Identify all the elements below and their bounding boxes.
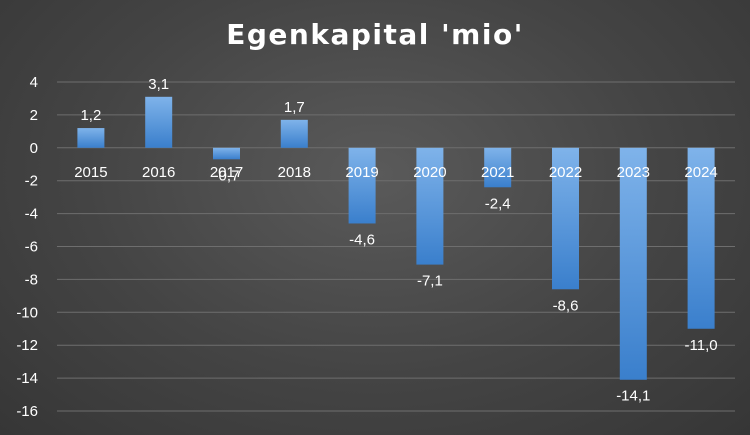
category-label: 2017 <box>210 164 243 181</box>
bar <box>145 96 173 148</box>
y-tick-label: -14 <box>16 370 38 387</box>
y-tick-label: -16 <box>16 403 38 420</box>
y-tick-label: -10 <box>16 304 38 321</box>
bar <box>280 119 308 148</box>
bar <box>348 147 376 224</box>
category-label: 2019 <box>345 164 378 181</box>
data-label: -14,1 <box>616 388 650 405</box>
y-tick-label: 0 <box>30 140 38 157</box>
data-label: -8,6 <box>553 297 579 314</box>
category-label: 2018 <box>278 164 311 181</box>
y-tick-label: -4 <box>25 206 38 223</box>
bar <box>687 147 715 329</box>
data-label: -7,1 <box>417 273 443 290</box>
data-label: 1,7 <box>284 99 305 116</box>
bar <box>77 128 105 148</box>
x-axis-categories: 2015 2016 2017 2018 2019 2020 2021 2022 2023 2024 <box>74 164 718 181</box>
bar <box>484 147 512 188</box>
data-label: 3,1 <box>148 76 169 93</box>
bar <box>416 147 444 265</box>
category-label: 2020 <box>413 164 446 181</box>
y-tick-label: -6 <box>25 239 38 256</box>
category-label: 2015 <box>74 164 107 181</box>
data-label: -11,0 <box>685 337 718 354</box>
data-label: -4,6 <box>349 231 375 248</box>
chart-title: Egenkapital 'mio' <box>226 18 524 51</box>
category-label: 2024 <box>684 164 717 181</box>
bar <box>552 147 579 290</box>
y-tick-label: 2 <box>30 107 38 124</box>
y-tick-label: 4 <box>30 74 38 91</box>
y-tick-label: -8 <box>25 271 38 288</box>
category-label: 2023 <box>617 164 650 181</box>
bars <box>77 96 715 380</box>
data-label: 1,2 <box>80 107 101 124</box>
category-label: 2016 <box>142 164 175 181</box>
category-label: 2022 <box>549 164 582 181</box>
y-axis-ticks: 4 2 0 -2 -4 -6 -8 -10 -12 -14 -16 <box>16 74 38 420</box>
data-label: -0,7 <box>214 167 240 184</box>
bar <box>213 147 240 160</box>
category-label: 2021 <box>481 164 514 181</box>
y-tick-label: -2 <box>25 173 38 190</box>
y-tick-label: -12 <box>16 337 38 354</box>
data-label: -2,4 <box>485 195 511 212</box>
data-labels: 1,2 3,1 -0,7 1,7 -4,6 -7,1 -2,4 -8,6 -14,1 -11,0 <box>80 76 717 405</box>
bar <box>619 147 647 380</box>
